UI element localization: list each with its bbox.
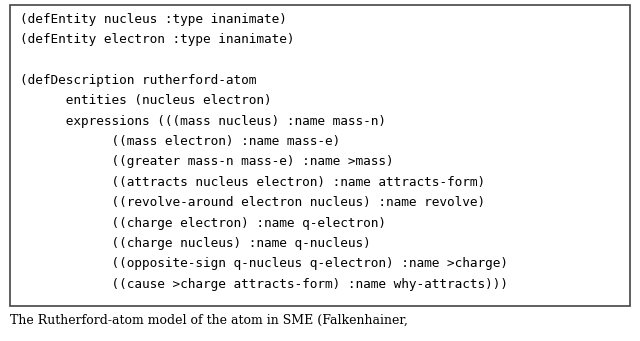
- Bar: [10, 5, 630, 306]
- Text: ((revolve-around electron nucleus) :name revolve): ((revolve-around electron nucleus) :name…: [20, 196, 485, 209]
- Text: ((charge nucleus) :name q-nucleus): ((charge nucleus) :name q-nucleus): [20, 237, 371, 250]
- Text: (defEntity electron :type inanimate): (defEntity electron :type inanimate): [20, 33, 294, 46]
- Text: ((charge electron) :name q-electron): ((charge electron) :name q-electron): [20, 217, 386, 229]
- Text: ((attracts nucleus electron) :name attracts-form): ((attracts nucleus electron) :name attra…: [20, 176, 485, 189]
- Text: ((mass electron) :name mass-e): ((mass electron) :name mass-e): [20, 135, 340, 148]
- Text: ((opposite-sign q-nucleus q-electron) :name >charge): ((opposite-sign q-nucleus q-electron) :n…: [20, 257, 508, 270]
- Text: ((cause >charge attracts-form) :name why-attracts))): ((cause >charge attracts-form) :name why…: [20, 278, 508, 291]
- Text: The Rutherford-atom model of the atom in SME (Falkenhainer,: The Rutherford-atom model of the atom in…: [10, 314, 408, 327]
- Text: expressions (((mass nucleus) :name mass-n): expressions (((mass nucleus) :name mass-…: [20, 115, 386, 128]
- Text: (defEntity nucleus :type inanimate): (defEntity nucleus :type inanimate): [20, 13, 287, 26]
- Text: entities (nucleus electron): entities (nucleus electron): [20, 94, 271, 107]
- Text: ((greater mass-n mass-e) :name >mass): ((greater mass-n mass-e) :name >mass): [20, 155, 394, 168]
- Text: (defDescription rutherford-atom: (defDescription rutherford-atom: [20, 74, 257, 87]
